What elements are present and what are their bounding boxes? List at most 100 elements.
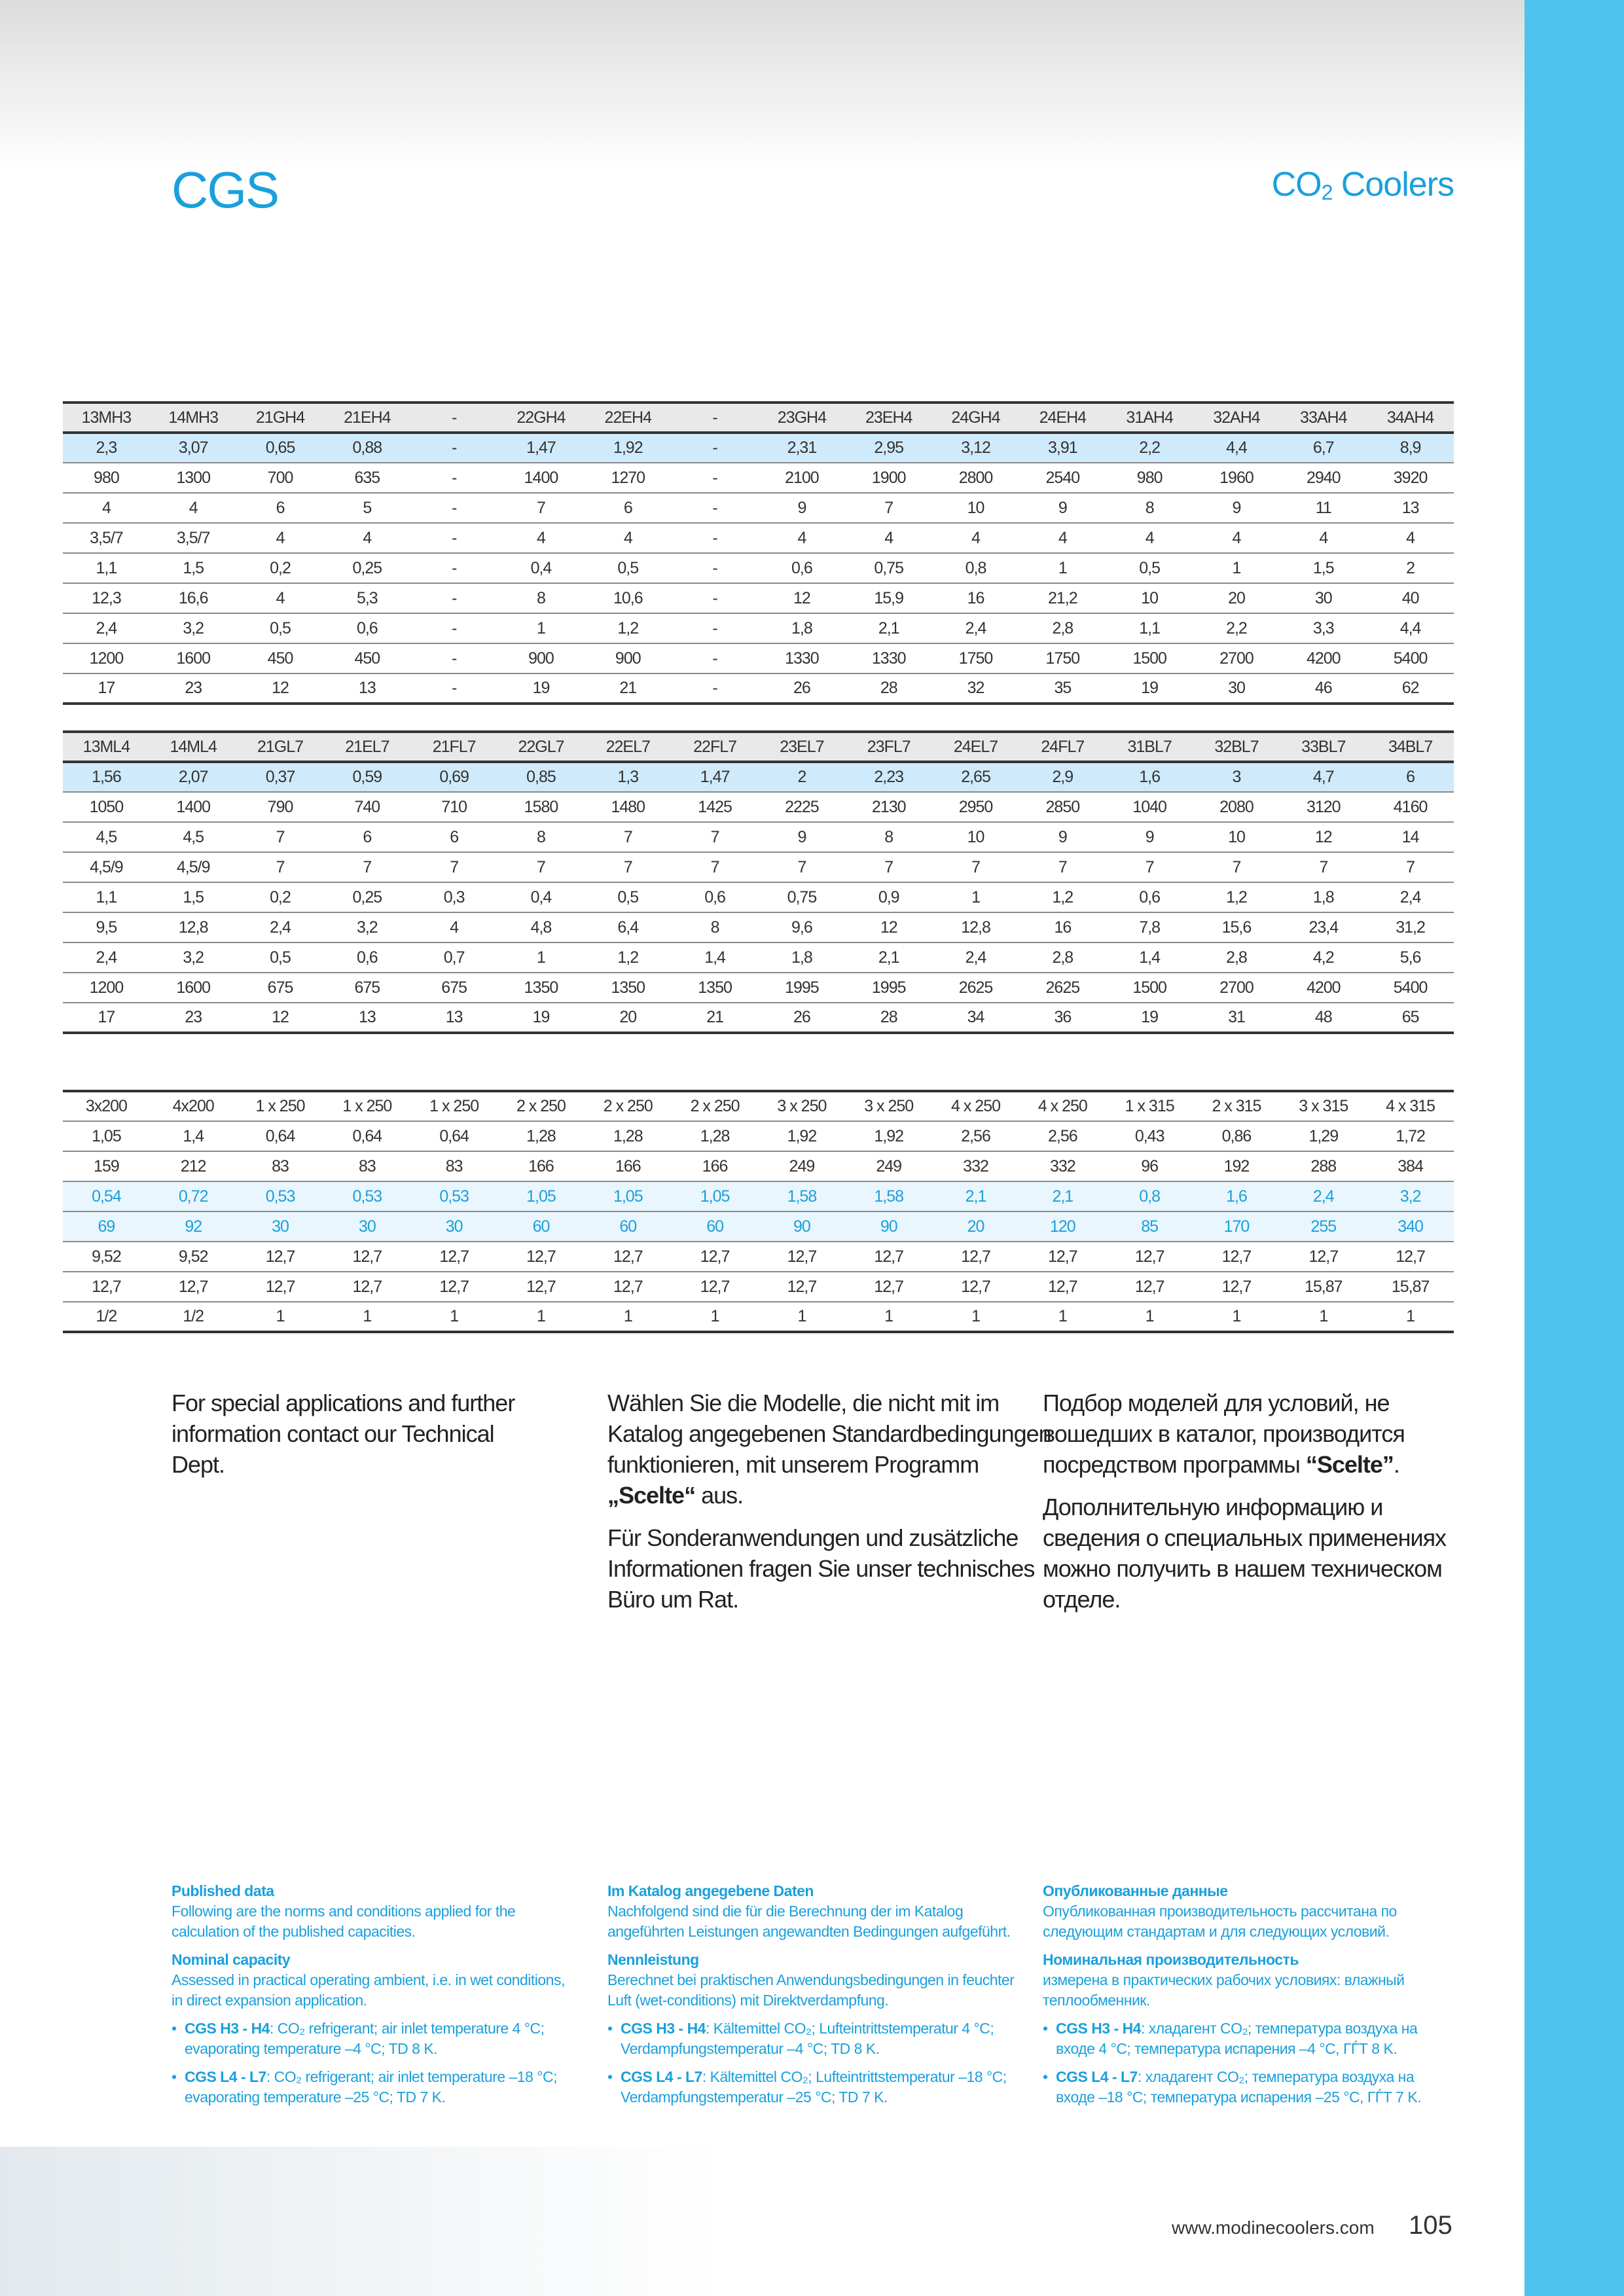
table-cell: 1,4 [1106,942,1193,973]
table-cell: 790 [236,792,324,823]
table-cell: 8 [497,822,585,853]
table-cell: 4 [410,912,498,943]
table-row: 1,1 1,5 0,2 0,25 0,3 0,4 0,5 0,6 0,75 0,9 1 1,2 0,6 1… [63,882,1454,913]
table-cell: 3,5/7 [149,523,237,554]
table-cell: 31,2 [1367,912,1454,943]
column-header: 21EL7 [323,730,411,763]
table-cell: 13 [323,1003,411,1034]
table-cell: 0,69 [410,762,498,793]
table-cell: 4 x 315 [1367,1090,1454,1122]
table-cell: - [410,673,498,705]
table-row: 17 23 12 13 13 19 20 21 26 28 34 36 19 31 48 65 [63,1003,1454,1034]
table-cell: 30 [1193,673,1280,705]
table-cell: 288 [1280,1151,1367,1182]
table-cell: 1 [932,882,1019,913]
table-cell: 9 [1193,493,1280,524]
table-cell: 4,5 [149,822,237,853]
table-cell: 2,4 [932,613,1019,644]
table-cell: 192 [1193,1151,1280,1182]
table-cell: 2,56 [932,1121,1019,1152]
table-cell: 0,43 [1106,1121,1193,1152]
column-header: 21EH4 [323,401,411,434]
table-cell: 5400 [1367,643,1454,674]
table-cell: 28 [845,1003,933,1034]
table-cell: 1500 [1106,643,1193,674]
column-header: 23EL7 [758,730,846,763]
table-cell: 30 [323,1211,411,1242]
table-cell: 12,7 [1106,1272,1193,1302]
table-cell: 4,4 [1193,433,1280,463]
website-link[interactable]: www.modinecoolers.com [1172,2217,1375,2238]
table-cell: 69 [63,1211,150,1242]
table-row: 1/2 1/2 1 1 1 1 1 1 1 1 1 1 1 1 1 1 [63,1302,1454,1333]
table-cell: 0,75 [845,553,933,584]
table-cell: 5400 [1367,973,1454,1003]
table-cell: 4 [323,523,411,554]
program-name: “Scelte” [1305,1451,1394,1478]
table-cell: 32 [932,673,1019,705]
table-cell: 1 [1280,1302,1367,1333]
table-cell: 2940 [1280,463,1367,493]
table-cell: 13 [1367,493,1454,524]
table-cell: 1,28 [671,1121,759,1152]
table-row: 0,54 0,72 0,53 0,53 0,53 1,05 1,05 1,05 1,58 1,58… [63,1181,1454,1212]
table-cell: 4x200 [149,1090,237,1122]
table-cell: 249 [758,1151,846,1182]
table-cell: 3,2 [323,912,411,943]
table-cell: 1330 [758,643,846,674]
table-cell: 0,53 [236,1181,324,1212]
table-cell: 1,2 [1019,882,1106,913]
table-cell: 2,1 [1019,1181,1106,1212]
notes-item-text: : CO₂ refrigerant; air inlet temperature… [185,2068,557,2106]
table-cell: 7,8 [1106,912,1193,943]
table-cell: 1580 [497,792,585,823]
table-row: 4,5/9 4,5/9 7 7 7 7 7 7 7 7 7 7 7 7 7 7 [63,852,1454,883]
table-cell: 19 [497,673,585,705]
table-cell: 12,7 [1193,1242,1280,1272]
table-cell: 0,25 [323,553,411,584]
table-cell: 1 [1367,1302,1454,1333]
notes-text: Nachfolgend sind die für die Berechnung … [607,1903,1011,1940]
table-cell: 6 [584,493,672,524]
info-de-p1: Wählen Sie die Modelle, die nicht mit im… [607,1388,1053,1511]
table-row: 3x200 4x200 1 x 250 1 x 250 1 x 250 2 x 250 2 … [63,1090,1454,1122]
table-row: 1200 1600 675 675 675 1350 1350 1350 1995 1995 262… [63,973,1454,1003]
table-cell: 1400 [149,792,237,823]
table-cell: - [410,553,498,584]
table-cell: 1 [1019,553,1106,584]
table-cell: 4,5/9 [63,852,150,883]
info-de-p2: Für Sonderanwendungen und zusätzliche In… [607,1524,1035,1613]
column-header: 13MH3 [63,401,150,434]
table-cell: 384 [1367,1151,1454,1182]
table-cell: 3,2 [149,942,237,973]
table-cell: 0,88 [323,433,411,463]
table-cell: 6 [323,822,411,853]
table-cell: 12,7 [149,1272,237,1302]
table-cell: - [410,433,498,463]
table-cell: 1,05 [497,1181,585,1212]
table-cell: 675 [410,973,498,1003]
table-cell: 2 x 315 [1193,1090,1280,1122]
notes-item: CGS L4 - L7: хладагент CO₂; температура … [1043,2067,1435,2108]
text: . [1393,1451,1400,1478]
table-cell: 3,5/7 [63,523,150,554]
table-cell: 1,2 [584,613,672,644]
table-cell: 0,7 [410,942,498,973]
table-cell: 1,4 [149,1121,237,1152]
table-cell: 9,52 [63,1242,150,1272]
info-ru-p2: Дополнительную информацию и сведения о с… [1043,1494,1447,1613]
table-cell: 7 [845,852,933,883]
table-cell: 1,4 [671,942,759,973]
table-cell: 23,4 [1280,912,1367,943]
table-cell: 12,7 [236,1272,324,1302]
table-row: 3,5/7 3,5/7 4 4-4 4-4 4 4 4 4 4 4 4 [63,523,1454,554]
table-cell: 340 [1367,1211,1454,1242]
table-cell: 3,3 [1280,613,1367,644]
table-cell: 17 [63,673,150,705]
table-cell: 1900 [845,463,933,493]
table-cell: 30 [1280,583,1367,614]
table-cell: 0,4 [497,882,585,913]
table-cell: 4 [236,523,324,554]
table-cell: 28 [845,673,933,705]
column-header: 21GH4 [236,401,324,434]
